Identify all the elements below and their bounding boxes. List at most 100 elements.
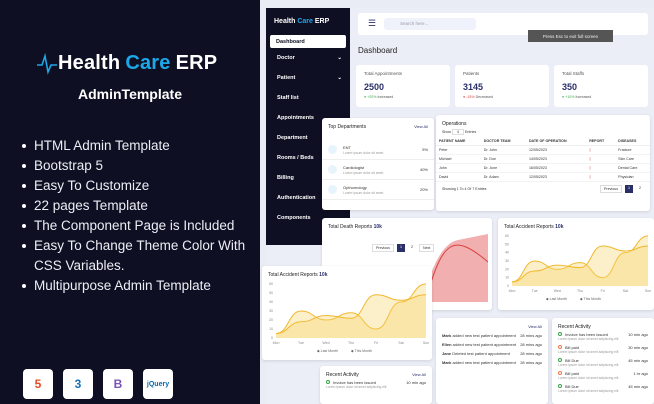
department-item[interactable]: ENT Lorem ipsum dolor sit amet. 5% — [322, 140, 434, 160]
x-tick-label: Thu — [348, 341, 354, 345]
sidebar-logo: Health Care ERP — [274, 18, 330, 25]
appointment-text: Mark added new test patient appointment — [442, 360, 516, 365]
view-all-link[interactable]: View All — [528, 324, 542, 329]
legend-item: ◆ This Month — [351, 349, 372, 353]
status-dot-icon — [558, 371, 562, 375]
series-area — [512, 246, 648, 286]
table-row[interactable]: John Dr. June 16/05/2023 ▯ Dental Care — [436, 163, 650, 173]
legend-item: ◆ Last Month — [317, 349, 338, 353]
y-tick-label: 40 — [505, 251, 509, 255]
appointment-name: Ellen — [442, 342, 452, 347]
appointment-text: Ellen added new test patient appointment — [442, 342, 516, 347]
column-header[interactable]: DOCTOR TEAM — [480, 137, 526, 146]
appointment-name: Mark — [442, 333, 452, 338]
feature-item: 22 pages Template — [22, 196, 254, 216]
y-tick-label: 10 — [269, 327, 273, 331]
sidebar-item-appointments[interactable]: Appointments — [266, 108, 350, 128]
sidebar-item-label: Rooms / Beds — [277, 155, 314, 161]
status-dot-icon — [558, 345, 562, 349]
department-icon — [328, 145, 337, 154]
prev-button[interactable]: Previous — [600, 185, 622, 193]
menu-toggle-icon[interactable]: ☰ — [368, 18, 377, 28]
report-icon[interactable]: ▯ — [589, 175, 592, 179]
y-tick-label: 50 — [505, 242, 509, 246]
series-line — [511, 235, 649, 283]
table-row[interactable]: Peter Dr. John 12/05/2023 ▯ Fracture — [436, 145, 650, 155]
activity-desc: Lorem ipsum dolor sit amet adipiscing el… — [326, 385, 387, 389]
sidebar-item-doctor[interactable]: Doctor ⌄ — [266, 48, 350, 68]
series-area — [276, 284, 426, 338]
report-icon[interactable]: ▯ — [589, 157, 592, 161]
prev-button[interactable]: Previous — [372, 244, 394, 252]
activity-desc: Lorem ipsum dolor sit amet adipiscing el… — [558, 337, 619, 341]
department-item[interactable]: Opthomology Lorem ipsum dolor sit amet. 20… — [322, 180, 434, 200]
department-name: Opthomology — [343, 184, 367, 190]
sidebar-item-label: Billing — [277, 175, 294, 181]
x-tick-label: Tue — [298, 341, 304, 345]
report-icon[interactable]: ▯ — [589, 148, 592, 152]
x-tick-label: Thu — [577, 289, 583, 293]
column-header[interactable]: DISEASES — [615, 137, 650, 146]
table-footer-text: Showing 1 To 4 Of 7 Entries — [442, 187, 487, 191]
sidebar-item-department[interactable]: Department — [266, 128, 350, 148]
activity-text: Invoice has been issued Lorem ipsum dolor… — [326, 380, 402, 389]
activity-title: Invoice has been issued — [333, 380, 376, 385]
page-title: Dashboard — [358, 46, 398, 55]
search-input[interactable]: Search here... — [384, 18, 476, 30]
page-1-button[interactable]: 1 — [396, 244, 405, 252]
feature-item: Bootstrap 5 — [22, 156, 254, 176]
activity-title: Bill Due — [565, 358, 579, 363]
entries-count-select[interactable]: 4 — [452, 129, 464, 135]
table-cell: 16/05/2023 — [525, 163, 587, 173]
department-info: Opthomology Lorem ipsum dolor sit amet. — [343, 185, 420, 195]
table-cell: Dr. Adam — [480, 172, 526, 182]
status-dot-icon — [558, 358, 562, 362]
sidebar-item-rooms-beds[interactable]: Rooms / Beds — [266, 148, 350, 168]
card-title: Recent Activity — [326, 372, 359, 378]
card-title: Operations — [442, 121, 467, 127]
column-header[interactable]: REPORT — [586, 137, 616, 146]
card-title: Top Departments — [328, 124, 367, 130]
page-2-button[interactable]: 2 — [639, 186, 641, 190]
y-tick-label: 60 — [505, 234, 509, 238]
page-1-button[interactable]: 1 — [625, 185, 633, 193]
sidebar-item-components[interactable]: Components — [266, 208, 350, 228]
table-row[interactable]: Michael Dr. Doe 14/05/2023 ▯ Skin Care — [436, 154, 650, 164]
activity-item: Bill Due Lorem ipsum dolor sit amet adipi… — [552, 356, 654, 369]
table-cell: Skin Care — [615, 154, 650, 164]
accident-chart: 0 10 20 30 40 50 60 Mon Tue Wed Thu Fri Sat Sun ◆ Last… — [505, 234, 651, 301]
view-all-link[interactable]: View All — [414, 124, 428, 129]
activity-title: Bill paid — [565, 371, 580, 376]
next-button[interactable]: Next — [418, 244, 435, 252]
legend-item: ◆ Last Month — [546, 297, 567, 301]
department-item[interactable]: Cardiologist Lorem ipsum dolor sit amet. 4… — [322, 160, 434, 180]
column-header[interactable]: DATE OF OPERATION — [525, 137, 587, 146]
x-tick-label: Wed — [322, 341, 329, 345]
x-tick-label: Mon — [509, 289, 516, 293]
page-2-button[interactable]: 2 — [410, 245, 413, 249]
accident-reports-card-2: Total Accident Reports 10k 0 10 20 30 40 50 60… — [498, 218, 654, 310]
feature-item: Easy To Change Theme Color With CSS Vari… — [22, 236, 254, 276]
report-icon[interactable]: ▯ — [589, 166, 592, 170]
sidebar-item-dashboard[interactable]: Dashboard — [270, 35, 346, 48]
activity-item: Bill paid Lorem ipsum dolor sit amet adip… — [552, 369, 654, 382]
x-tick-label: Sun — [645, 289, 651, 293]
x-tick-label: Wed — [554, 289, 561, 293]
table-row[interactable]: David Dr. Adam 12/05/2023 ▯ Physician — [436, 172, 650, 182]
sidebar-item-authentication[interactable]: Authentication — [266, 188, 350, 208]
view-all-link[interactable]: View All — [412, 372, 426, 377]
topbar: ☰ Search here... — [358, 13, 648, 35]
sidebar-item-patient[interactable]: Patient ⌄ — [266, 68, 350, 88]
x-tick-label: Fri — [601, 289, 605, 293]
table-cell: Fracture — [615, 145, 650, 155]
status-dot-icon — [326, 380, 330, 384]
column-header[interactable]: PATIENT NAME — [436, 137, 481, 146]
death-chart — [428, 234, 488, 302]
sidebar-item-billing[interactable]: Billing — [266, 168, 350, 188]
operations-card: Operations Show 4 Entries PATIENT NAME DO… — [436, 115, 650, 211]
status-dot-icon — [558, 332, 562, 336]
sidebar-item-staff-list[interactable]: Staff list — [266, 88, 350, 108]
department-desc: Lorem ipsum dolor sit amet. — [343, 150, 385, 155]
accident-reports-card: Total Accident Reports 10k 0 10 20 30 40 50 60… — [262, 266, 432, 360]
brand-text: ERP — [175, 52, 218, 74]
